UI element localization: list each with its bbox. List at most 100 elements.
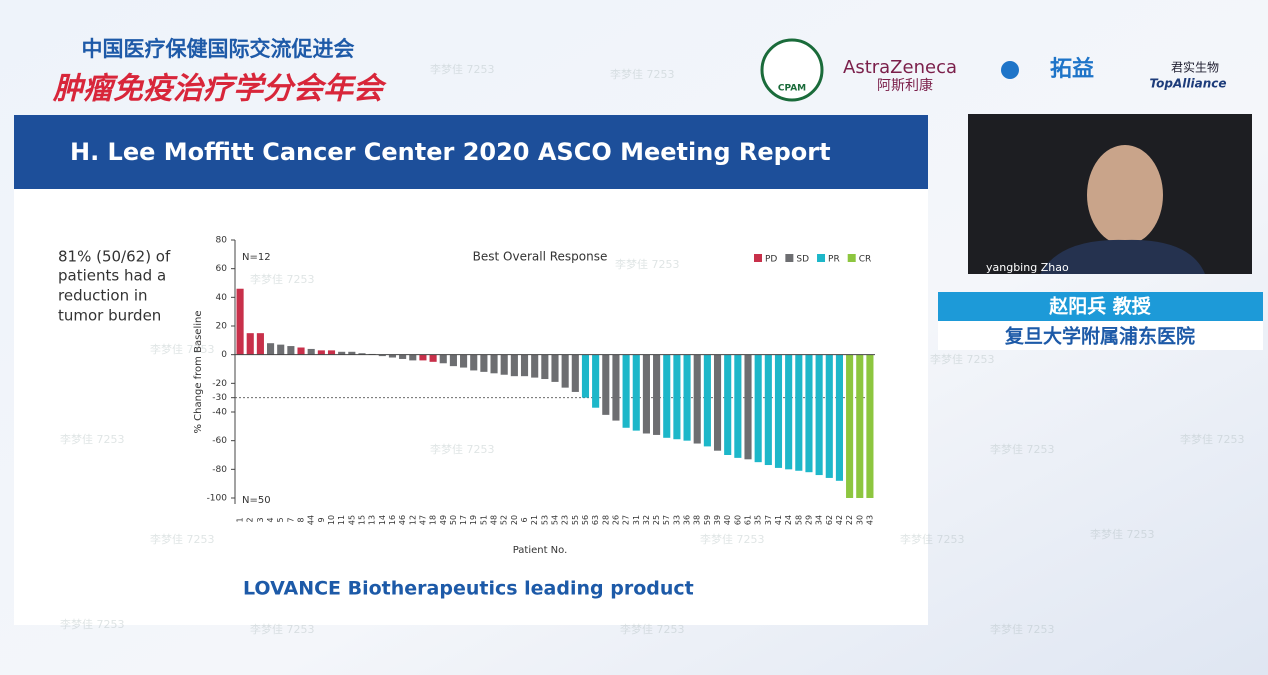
x-tick-label: 29 bbox=[804, 515, 813, 525]
junshi-logo: 君实生物 bbox=[1171, 60, 1219, 75]
annotation: N=50 bbox=[242, 495, 271, 506]
x-tick-label: 22 bbox=[845, 515, 854, 525]
x-tick-label: 10 bbox=[327, 515, 336, 525]
x-tick-label: 27 bbox=[622, 515, 631, 525]
x-tick-label: 33 bbox=[672, 515, 681, 525]
bar bbox=[460, 354, 468, 368]
x-tick-label: 54 bbox=[551, 515, 560, 525]
watermark: 李梦佳 7253 bbox=[1180, 432, 1245, 446]
bar bbox=[399, 354, 407, 359]
x-tick-label: 52 bbox=[500, 515, 509, 525]
tuoyi-logo: 拓益 bbox=[1050, 56, 1094, 82]
topalliance-logo: TopAlliance bbox=[1150, 77, 1227, 91]
watermark: 李梦佳 7253 bbox=[990, 442, 1055, 456]
watermark: 李梦佳 7253 bbox=[250, 622, 315, 636]
x-tick-label: 7 bbox=[286, 517, 295, 522]
chart-title: Best Overall Response bbox=[473, 250, 608, 264]
legend-swatch bbox=[817, 254, 826, 262]
x-tick-label: 45 bbox=[347, 515, 356, 525]
bar bbox=[531, 354, 539, 378]
x-tick-label: 24 bbox=[784, 515, 793, 525]
watermark: 李梦佳 7253 bbox=[150, 342, 215, 356]
cpam-text: CPAM bbox=[778, 84, 806, 94]
bar bbox=[744, 354, 752, 460]
bar bbox=[561, 354, 569, 388]
watermark: 李梦佳 7253 bbox=[620, 622, 685, 636]
y-tick-label: 40 bbox=[216, 293, 228, 303]
bar bbox=[683, 354, 691, 441]
x-tick-label: 9 bbox=[317, 517, 326, 522]
y-axis-title: % Change from Baseline bbox=[193, 311, 204, 434]
note-line: reduction in bbox=[58, 287, 148, 305]
x-tick-label: 6 bbox=[520, 517, 529, 522]
legend-label: PD bbox=[765, 255, 777, 265]
x-tick-label: 13 bbox=[368, 515, 377, 525]
x-tick-label: 12 bbox=[408, 515, 417, 525]
legend-label: CR bbox=[859, 255, 872, 265]
bar bbox=[673, 354, 681, 440]
y-tick-label: 20 bbox=[216, 322, 228, 332]
y-tick-label: -60 bbox=[212, 436, 227, 446]
az-logo: AstraZeneca bbox=[843, 57, 957, 78]
watermark: 李梦佳 7253 bbox=[60, 432, 125, 446]
x-tick-label: 51 bbox=[479, 515, 488, 525]
x-tick-label: 63 bbox=[591, 515, 600, 525]
x-tick-label: 40 bbox=[723, 515, 732, 525]
x-tick-label: 36 bbox=[683, 515, 692, 525]
bar bbox=[338, 351, 346, 355]
x-tick-label: 2 bbox=[246, 517, 255, 522]
bar bbox=[358, 353, 366, 355]
y-tick-label: 60 bbox=[216, 264, 228, 274]
x-tick-label: 34 bbox=[815, 515, 824, 525]
x-tick-label: 48 bbox=[490, 515, 499, 525]
speaker-name: 赵阳兵 教授 bbox=[1048, 295, 1152, 318]
y-tick-label: -80 bbox=[212, 465, 227, 475]
bar bbox=[470, 354, 478, 371]
bar bbox=[449, 354, 457, 367]
y-tick-label: 80 bbox=[216, 236, 228, 246]
bar bbox=[480, 354, 488, 372]
x-tick-label: 20 bbox=[510, 515, 519, 525]
bar bbox=[774, 354, 783, 468]
x-tick-label: 57 bbox=[662, 515, 671, 525]
watermark: 李梦佳 7253 bbox=[610, 67, 675, 81]
watermark: 李梦佳 7253 bbox=[250, 272, 315, 286]
bar bbox=[866, 354, 874, 498]
bar bbox=[734, 354, 742, 458]
bar bbox=[541, 354, 549, 380]
x-tick-label: 35 bbox=[754, 515, 763, 525]
bar bbox=[825, 354, 833, 478]
affiliation-box bbox=[938, 321, 1263, 350]
bar bbox=[754, 354, 762, 463]
slide-header bbox=[14, 115, 928, 189]
bar bbox=[612, 354, 620, 421]
participant-name: yangbing Zhao bbox=[986, 261, 1069, 274]
x-tick-label: 31 bbox=[632, 515, 641, 525]
x-tick-label: 60 bbox=[733, 515, 742, 525]
bar bbox=[277, 344, 285, 355]
x-tick-label: 44 bbox=[307, 515, 316, 525]
x-tick-label: 17 bbox=[459, 515, 468, 525]
bar bbox=[510, 354, 518, 377]
bar bbox=[409, 354, 417, 361]
speaker-body bbox=[1040, 239, 1205, 274]
legend-label: PR bbox=[828, 255, 840, 265]
bar bbox=[307, 348, 315, 355]
legend-swatch bbox=[785, 254, 794, 262]
x-tick-label: 26 bbox=[611, 515, 620, 525]
watermark: 李梦佳 7253 bbox=[1090, 527, 1155, 541]
bar bbox=[267, 343, 275, 355]
x-tick-label: 56 bbox=[581, 515, 590, 525]
slide-title: H. Lee Moffitt Cancer Center 2020 ASCO M… bbox=[70, 138, 831, 166]
x-tick-label: 32 bbox=[642, 515, 651, 525]
watermark: 李梦佳 7253 bbox=[900, 532, 965, 546]
note: 81% (50/62) of patients had a reduction … bbox=[58, 248, 171, 325]
x-tick-label: 43 bbox=[865, 515, 874, 525]
x-tick-label: 1 bbox=[236, 517, 245, 522]
x-tick-label: 59 bbox=[703, 515, 712, 525]
watermark: 李梦佳 7253 bbox=[990, 622, 1055, 636]
bar bbox=[795, 354, 803, 471]
cpam-logo bbox=[760, 38, 824, 102]
x-tick-label: 55 bbox=[571, 515, 580, 525]
